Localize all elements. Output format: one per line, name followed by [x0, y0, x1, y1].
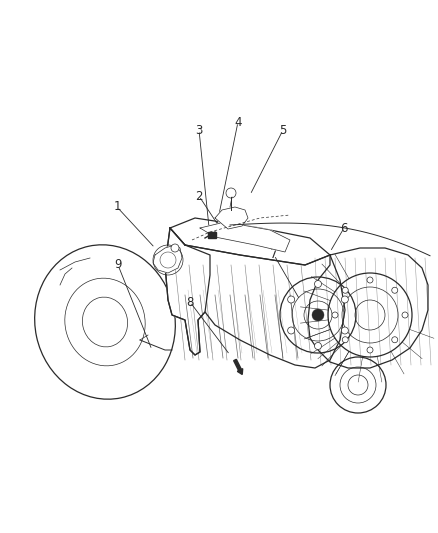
Circle shape [171, 244, 179, 252]
Circle shape [402, 312, 408, 318]
Bar [208, 232, 216, 238]
Circle shape [341, 296, 348, 303]
Circle shape [392, 287, 398, 293]
Circle shape [342, 337, 348, 343]
Polygon shape [165, 228, 210, 355]
Circle shape [314, 280, 321, 287]
Text: 2: 2 [195, 190, 203, 203]
Circle shape [288, 327, 295, 334]
Text: 1: 1 [113, 200, 121, 214]
Circle shape [392, 337, 398, 343]
Text: 3: 3 [195, 124, 203, 136]
Circle shape [312, 309, 324, 321]
Circle shape [341, 327, 348, 334]
Text: 7: 7 [270, 248, 278, 262]
Circle shape [342, 287, 348, 293]
Text: 8: 8 [186, 295, 194, 309]
Circle shape [332, 312, 338, 318]
Polygon shape [153, 245, 182, 273]
Polygon shape [200, 222, 290, 252]
Circle shape [288, 296, 295, 303]
Text: 4: 4 [234, 116, 242, 128]
FancyArrow shape [233, 359, 243, 375]
Circle shape [367, 277, 373, 283]
Text: 5: 5 [279, 124, 287, 136]
Polygon shape [170, 218, 330, 265]
Polygon shape [165, 228, 345, 368]
Circle shape [367, 347, 373, 353]
Circle shape [314, 343, 321, 350]
Text: 6: 6 [340, 222, 348, 235]
Polygon shape [215, 207, 248, 229]
Polygon shape [308, 248, 428, 368]
Text: 9: 9 [114, 259, 122, 271]
